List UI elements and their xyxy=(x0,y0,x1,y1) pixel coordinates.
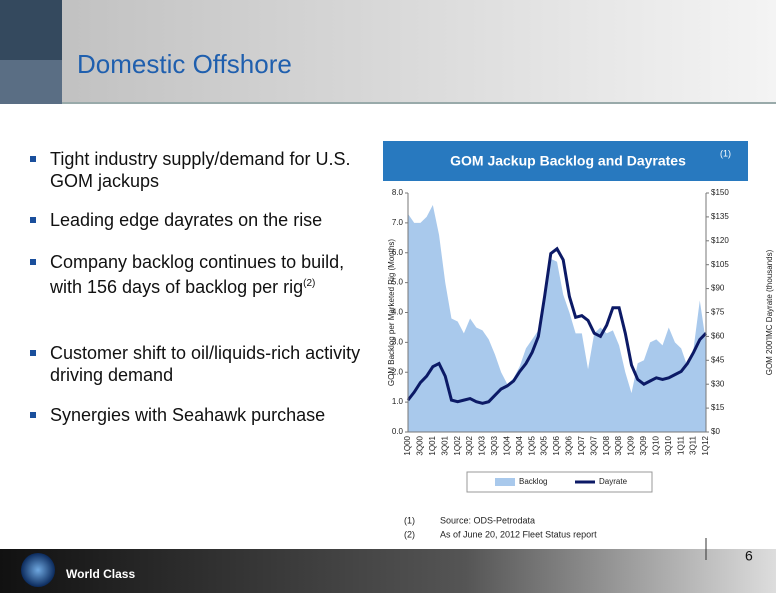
y2-tick-label: $90 xyxy=(711,284,725,293)
bullet-text: Company backlog continues to build, with… xyxy=(50,252,345,297)
bullet-text: Synergies with Seahawk purchase xyxy=(50,405,326,425)
y-tick-label: 0.0 xyxy=(392,427,404,436)
y-tick-label: 5.0 xyxy=(392,278,404,287)
bullet: Synergies with Seahawk purchase xyxy=(30,404,380,426)
footnote-text: As of June 20, 2012 Fleet Status report xyxy=(440,529,597,539)
y-tick-label: 4.0 xyxy=(392,308,404,317)
y-axis-label: GOM Backlog per Marketed Rig (Months) xyxy=(387,239,396,386)
x-tick-label: 3Q10 xyxy=(664,435,673,455)
x-tick-label: 1Q08 xyxy=(602,435,611,455)
x-tick-label: 1Q06 xyxy=(552,435,561,455)
legend-swatch xyxy=(495,478,515,486)
x-tick-label: 3Q07 xyxy=(589,435,598,455)
x-tick-label: 3Q06 xyxy=(565,435,574,455)
bullet-note: (2) xyxy=(303,278,316,289)
y2-tick-label: $150 xyxy=(711,188,729,197)
legend-label: Dayrate xyxy=(599,477,628,486)
x-tick-label: 1Q01 xyxy=(428,435,437,455)
y2-tick-label: $60 xyxy=(711,332,725,341)
slide-title: Domestic Offshore xyxy=(77,49,292,79)
legend xyxy=(466,471,653,493)
header-photo-sea xyxy=(0,60,62,104)
y-tick-label: 7.0 xyxy=(392,218,404,227)
bullet: Customer shift to oil/liquids-rich activ… xyxy=(30,342,380,386)
chart-title: GOM Jackup Backlog and Dayrates xyxy=(450,153,686,169)
x-tick-label: 3Q11 xyxy=(689,435,698,455)
y2-tick-label: $0 xyxy=(711,427,720,436)
bullet-text: Leading edge dayrates on the rise xyxy=(50,210,323,230)
footer-brand: World Class xyxy=(66,567,135,581)
x-tick-label: 1Q05 xyxy=(527,435,536,455)
y-tick-label: 1.0 xyxy=(392,397,404,406)
y-tick-label: 8.0 xyxy=(392,188,404,197)
x-tick-label: 3Q02 xyxy=(465,435,474,455)
x-tick-label: 1Q02 xyxy=(453,435,462,455)
y2-axis-label: GOM 200'IMC Dayrate (thousands) xyxy=(765,249,774,375)
legend-label: Backlog xyxy=(519,477,547,486)
bullet: Company backlog continues to build, with… xyxy=(30,251,380,298)
footnote-num: (1) xyxy=(404,515,415,525)
y2-tick-label: $105 xyxy=(711,260,729,269)
x-tick-label: 1Q09 xyxy=(627,435,636,455)
y-tick-label: 6.0 xyxy=(392,248,404,257)
y-tick-label: 3.0 xyxy=(392,337,404,346)
x-tick-label: 1Q04 xyxy=(502,435,511,455)
dayrate-line xyxy=(406,246,708,405)
x-tick-label: 3Q09 xyxy=(639,435,648,455)
x-tick-label: 3Q05 xyxy=(540,435,549,455)
y2-tick-label: $45 xyxy=(711,355,725,364)
backlog-area xyxy=(408,204,706,432)
x-tick-label: 3Q01 xyxy=(440,435,449,455)
x-tick-label: 1Q10 xyxy=(651,435,660,455)
bullet: Leading edge dayrates on the rise xyxy=(30,209,380,231)
bullet-text: Tight industry supply/demand for U.S. GO… xyxy=(50,149,351,191)
x-tick-label: 3Q03 xyxy=(490,435,499,455)
x-tick-label: 3Q04 xyxy=(515,435,524,455)
header-band xyxy=(0,0,776,104)
x-tick-label: 1Q03 xyxy=(478,435,487,455)
x-tick-label: 1Q07 xyxy=(577,435,586,455)
y2-tick-label: $135 xyxy=(711,212,729,221)
y2-tick-label: $120 xyxy=(711,236,729,245)
y2-tick-label: $75 xyxy=(711,308,725,317)
header-rule xyxy=(62,102,776,104)
globe-icon xyxy=(21,553,55,587)
chart-title-note: (1) xyxy=(720,148,731,158)
x-tick-label: 3Q00 xyxy=(416,435,425,455)
x-tick-label: 1Q11 xyxy=(676,435,685,455)
footnote-text: Source: ODS-Petrodata xyxy=(440,515,535,525)
chart-title-bar xyxy=(383,141,748,181)
bullet: Tight industry supply/demand for U.S. GO… xyxy=(30,148,380,192)
y-tick-label: 2.0 xyxy=(392,367,404,376)
x-tick-label: 3Q08 xyxy=(614,435,623,455)
page-number: 6 xyxy=(745,548,753,564)
footnote-num: (2) xyxy=(404,529,415,539)
y2-tick-label: $15 xyxy=(711,403,725,412)
bullet-text: Customer shift to oil/liquids-rich activ… xyxy=(50,343,361,385)
x-tick-label: 1Q12 xyxy=(701,435,710,455)
footer-band xyxy=(0,549,776,593)
y2-tick-label: $30 xyxy=(711,379,725,388)
x-tick-label: 1Q00 xyxy=(403,435,412,455)
